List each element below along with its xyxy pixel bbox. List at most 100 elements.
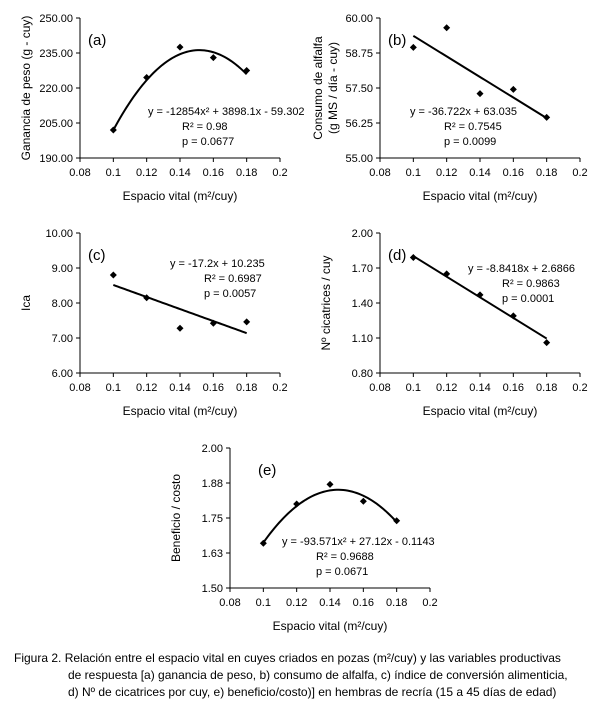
x-axis-label: Espacio vital (m²/cuy) bbox=[423, 404, 538, 418]
x-tick-label: 0.16 bbox=[503, 167, 524, 179]
data-point bbox=[409, 43, 417, 51]
data-point bbox=[359, 497, 367, 505]
y-tick-label: 10.00 bbox=[45, 228, 73, 240]
x-tick-label: 0.16 bbox=[203, 382, 224, 394]
regression-annotation: y = -17.2x + 10.235 bbox=[170, 258, 265, 270]
data-point bbox=[443, 24, 451, 32]
y-axis-label: Ganancia de peso (g - cuy) bbox=[19, 16, 33, 161]
x-tick-label: 0.12 bbox=[286, 597, 307, 609]
x-tick-label: 0.14 bbox=[169, 167, 190, 179]
data-point bbox=[409, 254, 417, 261]
x-tick-label: 0.2 bbox=[272, 167, 287, 179]
chart-a: 190.00 205.00 220.00 235.00 250.00 0.08 0.1 0.1… bbox=[19, 13, 305, 203]
x-tick-label: 0.1 bbox=[406, 382, 421, 394]
regression-annotation: p = 0.0099 bbox=[444, 136, 496, 148]
panel-label: (b) bbox=[388, 32, 406, 49]
x-tick-label: 0.18 bbox=[536, 382, 557, 394]
y-tick-label: 58.75 bbox=[345, 48, 373, 60]
regression-annotation: R² = 0.6987 bbox=[204, 273, 262, 285]
y-tick-label: 55.00 bbox=[345, 153, 373, 165]
y-tick-label: 6.00 bbox=[52, 368, 73, 380]
regression-annotation: y = -8.8418x + 2.6866 bbox=[468, 263, 575, 275]
panel-label: (a) bbox=[88, 32, 106, 49]
chart-b: 55.00 56.25 57.50 58.75 60.00 0.08 0.1 0.12 0.14… bbox=[311, 13, 588, 203]
x-tick-label: 0.2 bbox=[422, 597, 437, 609]
x-tick-label: 0.14 bbox=[169, 382, 190, 394]
data-point bbox=[543, 113, 551, 121]
x-tick-label: 0.08 bbox=[219, 597, 240, 609]
x-tick-label: 0.1 bbox=[106, 382, 121, 394]
y-tick-label: 7.00 bbox=[52, 333, 73, 345]
x-axis-label: Espacio vital (m²/cuy) bbox=[273, 619, 388, 633]
y-tick-label: 0.80 bbox=[352, 368, 373, 380]
data-point bbox=[143, 74, 151, 81]
x-tick-label: 0.08 bbox=[369, 382, 390, 394]
regression-annotation: R² = 0.9688 bbox=[316, 551, 374, 563]
data-point bbox=[176, 43, 184, 51]
data-point bbox=[259, 539, 267, 547]
x-tick-label: 0.12 bbox=[436, 382, 457, 394]
y-axis-label: Consumo de alfalfa bbox=[311, 36, 325, 140]
x-tick-label: 0.2 bbox=[572, 382, 587, 394]
regression-annotation: p = 0.0677 bbox=[182, 136, 234, 148]
data-point bbox=[143, 294, 151, 302]
y-tick-label: 250.00 bbox=[39, 13, 73, 25]
x-tick-label: 0.1 bbox=[406, 167, 421, 179]
figure-caption: Figura 2. Relación entre el espacio vita… bbox=[14, 650, 594, 701]
x-tick-label: 0.12 bbox=[136, 382, 157, 394]
x-tick-label: 0.08 bbox=[369, 167, 390, 179]
data-point bbox=[476, 90, 484, 98]
data-point bbox=[109, 126, 117, 134]
x-tick-label: 0.1 bbox=[106, 167, 121, 179]
regression-annotation: R² = 0.98 bbox=[182, 121, 228, 133]
data-point bbox=[443, 270, 451, 278]
data-point bbox=[393, 517, 401, 525]
y-tick-label: 205.00 bbox=[39, 118, 73, 130]
x-tick-label: 0.12 bbox=[436, 167, 457, 179]
x-axis-label: Espacio vital (m²/cuy) bbox=[123, 189, 238, 203]
data-point bbox=[209, 319, 217, 327]
data-point bbox=[109, 271, 117, 279]
y-tick-label: 2.00 bbox=[352, 228, 373, 240]
y-tick-label: 1.70 bbox=[352, 263, 373, 275]
y-tick-label: 1.75 bbox=[202, 513, 223, 525]
trend-line bbox=[262, 488, 398, 544]
chart-c: 6.00 7.00 8.00 9.00 10.00 0.08 0.1 0.12 0.14 0.16… bbox=[19, 228, 288, 418]
x-tick-label: 0.18 bbox=[386, 597, 407, 609]
y-tick-label: 1.40 bbox=[352, 298, 373, 310]
x-axis-label: Espacio vital (m²/cuy) bbox=[423, 189, 538, 203]
y-axis-label: Nº cicatrices / cuy bbox=[319, 255, 333, 350]
x-tick-label: 0.18 bbox=[236, 382, 257, 394]
caption-line-1: Figura 2. Relación entre el espacio vita… bbox=[14, 651, 561, 665]
y-tick-label: 1.63 bbox=[202, 548, 223, 560]
x-tick-label: 0.2 bbox=[272, 382, 287, 394]
x-tick-label: 0.14 bbox=[319, 597, 340, 609]
regression-annotation: p = 0.0057 bbox=[204, 288, 256, 300]
data-point bbox=[243, 67, 251, 74]
regression-annotation: p = 0.0671 bbox=[316, 566, 368, 578]
x-tick-label: 0.08 bbox=[69, 382, 90, 394]
regression-annotation: y = -93.571x² + 27.12x - 0.1143 bbox=[282, 536, 435, 548]
x-tick-label: 0.16 bbox=[503, 382, 524, 394]
regression-annotation: y = -36.722x + 63.035 bbox=[410, 106, 517, 118]
data-point bbox=[243, 318, 251, 326]
panel-label: (c) bbox=[88, 247, 106, 264]
x-axis-label: Espacio vital (m²/cuy) bbox=[123, 404, 238, 418]
trend-line bbox=[412, 34, 548, 119]
x-tick-label: 0.14 bbox=[469, 167, 490, 179]
x-tick-label: 0.16 bbox=[203, 167, 224, 179]
data-point bbox=[326, 480, 334, 488]
regression-annotation: R² = 0.7545 bbox=[444, 121, 502, 133]
x-tick-label: 0.12 bbox=[136, 167, 157, 179]
panel-label: (d) bbox=[388, 247, 406, 264]
regression-annotation: y = -12854x² + 3898.1x - 59.302 bbox=[148, 106, 305, 118]
y-axis-label: (g MS / día - cuy) bbox=[326, 42, 340, 134]
x-tick-label: 0.08 bbox=[69, 167, 90, 179]
y-tick-label: 2.00 bbox=[202, 443, 223, 455]
y-tick-label: 220.00 bbox=[39, 83, 73, 95]
panel-label: (e) bbox=[258, 462, 276, 479]
y-tick-label: 60.00 bbox=[345, 13, 373, 25]
y-axis-label: Ica bbox=[19, 295, 33, 311]
y-tick-label: 1.50 bbox=[202, 583, 223, 595]
data-point bbox=[543, 339, 551, 347]
